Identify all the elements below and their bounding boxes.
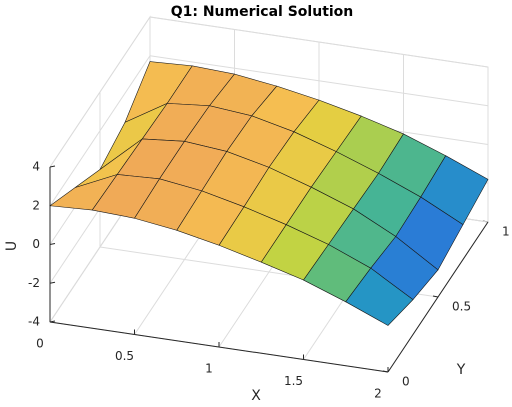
- tick-mark: [49, 281, 56, 284]
- y-axis: [387, 221, 489, 373]
- axis-labels: 0 0.5 1 1.5 2 0 0.5 1 -4 -2 0 2 4 X Y U: [4, 160, 510, 405]
- grid-line: [149, 55, 489, 107]
- y-tick-label: 0.5: [452, 300, 471, 314]
- y-tick-label: 1: [502, 225, 510, 239]
- z-tick-label: -2: [28, 276, 40, 290]
- x-axis-label: X: [251, 388, 261, 404]
- y-axis-label: Y: [456, 362, 466, 378]
- x-tick-label: 2: [374, 387, 382, 401]
- x-tick-label: 1.5: [284, 374, 303, 388]
- grid-line: [149, 16, 489, 68]
- x-tick-label: 1: [205, 362, 213, 376]
- z-tick-label: 0: [32, 237, 40, 251]
- chart-title: Q1: Numerical Solution: [171, 4, 354, 20]
- grid-line: [49, 55, 151, 207]
- tick-mark: [49, 243, 56, 245]
- x-tick-label: 0: [36, 337, 44, 351]
- grid-line: [49, 16, 151, 168]
- surface-face: [345, 267, 414, 326]
- tick-mark: [49, 165, 56, 168]
- surface: [49, 61, 489, 326]
- y-tick-label: 0: [402, 375, 410, 389]
- z-tick-label: 4: [32, 160, 40, 174]
- z-tick-label: -4: [28, 315, 40, 329]
- z-axis-label: U: [4, 241, 20, 251]
- z-tick-label: 2: [32, 198, 40, 212]
- tick-mark: [432, 295, 439, 298]
- x-tick-label: 0.5: [115, 349, 134, 363]
- x-axis: [49, 321, 389, 373]
